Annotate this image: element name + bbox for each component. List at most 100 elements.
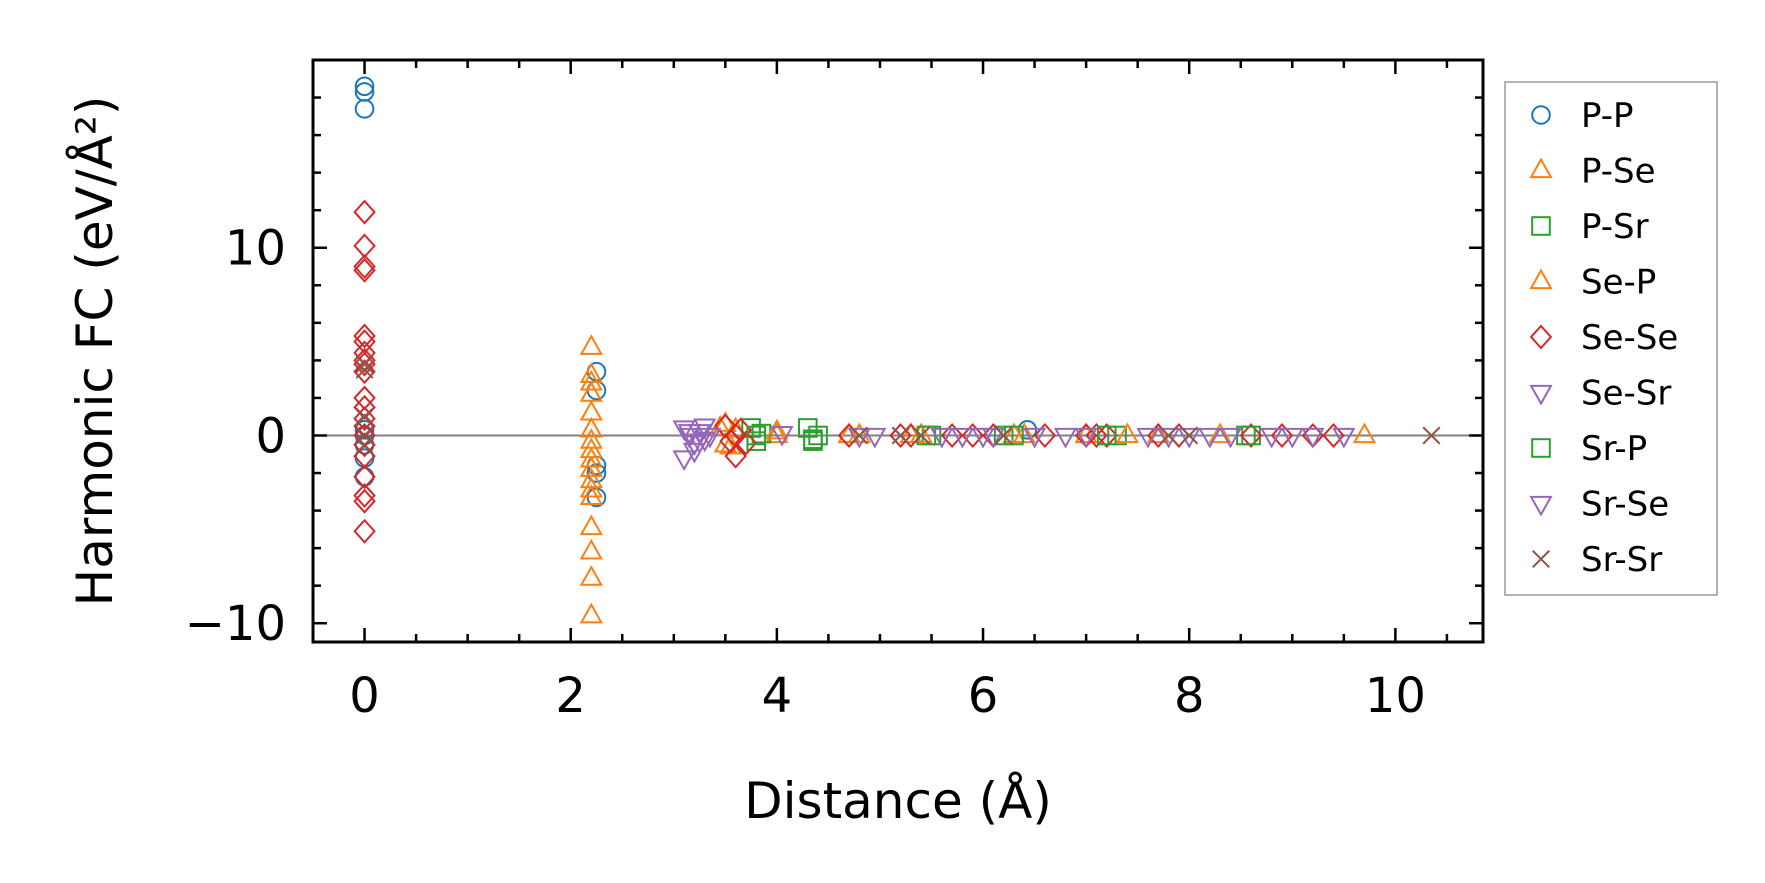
data-point <box>713 431 737 453</box>
data-point <box>353 233 376 259</box>
data-point <box>353 488 376 514</box>
data-point <box>353 464 376 490</box>
data-point <box>971 427 995 449</box>
data-point <box>579 484 603 506</box>
data-point <box>994 426 1013 445</box>
data-point <box>1074 427 1098 449</box>
data-point <box>1218 427 1243 449</box>
data-point <box>1180 426 1199 445</box>
data-point <box>847 427 871 449</box>
data-point <box>1074 422 1098 444</box>
data-point <box>1146 422 1170 444</box>
data-point <box>1002 422 1026 444</box>
y-tick-label: 10 <box>225 221 286 277</box>
data-point <box>353 359 376 385</box>
data-point <box>803 429 823 450</box>
data-point <box>930 427 954 449</box>
legend-marker <box>1531 438 1551 458</box>
y-axis-label: Harmonic FC (eV/Å²) <box>66 96 124 607</box>
data-point <box>353 323 376 349</box>
data-point <box>355 360 374 379</box>
data-point <box>579 476 603 498</box>
legend-label: Sr-P <box>1581 429 1647 469</box>
legend-label: Se-P <box>1581 263 1656 303</box>
axis-ticks <box>311 58 1483 642</box>
legend-item-p-se: P-Se <box>1529 152 1656 192</box>
data-point <box>579 514 603 536</box>
data-point <box>353 351 376 377</box>
data-point <box>746 425 767 446</box>
data-point <box>1352 422 1377 444</box>
legend-marker <box>1532 550 1550 568</box>
legend-label: Sr-Se <box>1581 485 1669 525</box>
data-point <box>993 425 1014 446</box>
series-se-se <box>353 199 1345 544</box>
data-point <box>353 199 376 225</box>
data-point <box>1332 427 1356 449</box>
legend-marker <box>1531 105 1551 125</box>
data-point <box>672 450 696 472</box>
data-point <box>912 426 931 445</box>
data-point <box>837 422 861 444</box>
legend-marker <box>1529 495 1553 517</box>
x-tick-label: 2 <box>555 668 586 724</box>
data-point <box>355 355 374 374</box>
legend-marker <box>1529 157 1553 179</box>
data-point <box>579 369 603 391</box>
legend-label: Se-Se <box>1581 318 1678 358</box>
x-axis-label: Distance (Å) <box>744 772 1052 830</box>
y-tick-label: 0 <box>255 408 286 464</box>
legend-box <box>1504 81 1718 596</box>
data-point <box>734 430 758 456</box>
legend-label: P-Se <box>1581 152 1656 192</box>
legend-item-p-p: P-P <box>1531 96 1634 136</box>
data-point <box>1322 422 1345 448</box>
data-point <box>1156 427 1181 449</box>
series-p-p <box>354 76 1038 508</box>
data-point <box>579 446 603 468</box>
data-point <box>850 426 869 445</box>
legend-label: P-P <box>1581 96 1634 136</box>
x-tick-label: 10 <box>1365 668 1426 724</box>
data-point <box>354 99 375 119</box>
data-point <box>1107 425 1127 446</box>
plot-frame <box>311 58 1485 644</box>
data-point <box>1260 427 1284 449</box>
legend-label: Se-Sr <box>1581 374 1671 414</box>
data-point <box>1053 427 1078 449</box>
legend-item-p-sr: P-Sr <box>1531 207 1649 247</box>
data-point <box>765 418 789 440</box>
data-point <box>355 407 374 426</box>
legend-item-se-p: Se-P <box>1529 263 1656 303</box>
data-point <box>1280 427 1304 449</box>
data-point <box>1004 425 1024 446</box>
data-point <box>1033 422 1057 448</box>
data-point <box>724 443 747 469</box>
data-point <box>353 483 376 509</box>
data-point <box>891 426 910 445</box>
data-point <box>1115 422 1139 444</box>
legend-label: P-Sr <box>1581 207 1649 247</box>
legend-item-se-se: Se-Se <box>1529 318 1678 358</box>
data-point <box>1208 422 1232 444</box>
data-point <box>354 76 375 97</box>
data-point <box>909 422 933 444</box>
data-point <box>1177 427 1201 449</box>
x-tick-label: 0 <box>349 668 380 724</box>
data-point <box>1270 422 1294 448</box>
data-point <box>579 334 603 355</box>
legend-item-sr-se: Sr-Se <box>1529 485 1669 525</box>
data-point <box>698 427 722 449</box>
data-point <box>353 254 376 280</box>
series-sr-se <box>677 424 1356 455</box>
data-point <box>1239 422 1263 448</box>
data-point <box>354 466 375 487</box>
data-point <box>693 431 717 453</box>
data-point <box>961 422 984 448</box>
data-point <box>798 418 818 438</box>
x-tick-label: 6 <box>968 668 999 724</box>
data-point <box>1422 426 1441 445</box>
data-point <box>1159 426 1178 445</box>
data-point <box>579 538 603 560</box>
